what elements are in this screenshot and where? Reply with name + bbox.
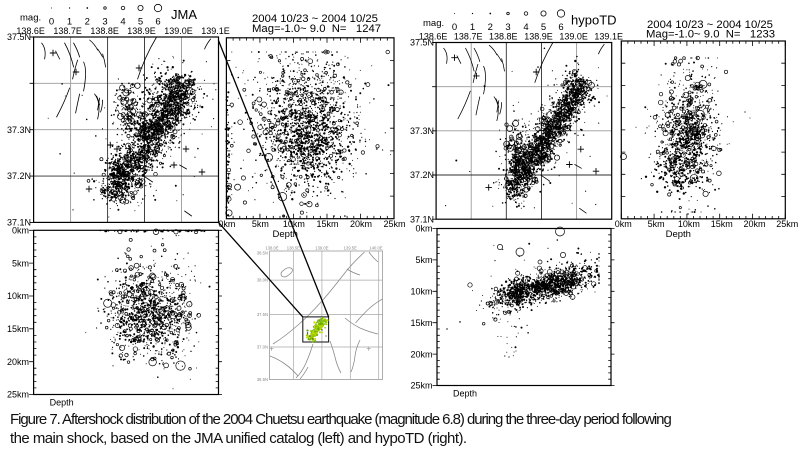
svg-text:10km: 10km <box>410 287 432 297</box>
svg-text:2004 10/23 ~ 2004 10/25: 2004 10/23 ~ 2004 10/25 <box>647 19 773 31</box>
svg-text:138.9E: 138.9E <box>524 32 553 42</box>
svg-text:Mag=-1.0~ 9.0 N= 1233: Mag=-1.0~ 9.0 N= 1233 <box>646 28 775 40</box>
svg-text:3: 3 <box>505 22 510 33</box>
svg-text:1: 1 <box>67 17 72 28</box>
svg-text:20km: 20km <box>743 219 765 229</box>
svg-text:138.6E: 138.6E <box>16 26 45 36</box>
svg-text:20km: 20km <box>410 349 432 359</box>
svg-text:2: 2 <box>488 22 493 33</box>
svg-text:37.2N: 37.2N <box>7 171 31 181</box>
svg-text:140.0E: 140.0E <box>369 246 382 251</box>
svg-text:25km: 25km <box>383 219 405 229</box>
svg-text:5km: 5km <box>648 219 665 229</box>
svg-text:10km: 10km <box>7 291 29 301</box>
svg-text:138.6E: 138.6E <box>419 32 448 42</box>
svg-text:138.9E: 138.9E <box>127 26 156 36</box>
svg-text:6: 6 <box>558 22 563 33</box>
svg-text:15km: 15km <box>7 324 29 334</box>
svg-text:37.1N: 37.1N <box>410 214 434 224</box>
svg-text:20km: 20km <box>7 357 29 367</box>
svg-text:37.3N: 37.3N <box>7 125 31 135</box>
svg-text:38.0N: 38.0N <box>257 278 268 283</box>
svg-text:37.3N: 37.3N <box>410 126 434 136</box>
svg-text:138.8E: 138.8E <box>90 26 119 36</box>
svg-text:5: 5 <box>541 22 546 33</box>
svg-text:mag.: mag. <box>20 13 41 24</box>
svg-text:37.5N: 37.5N <box>7 32 31 42</box>
svg-text:2: 2 <box>85 17 90 28</box>
svg-text:138.7E: 138.7E <box>454 32 483 42</box>
svg-text:0km: 0km <box>12 226 29 236</box>
svg-text:Mag=-1.0~ 9.0 N= 1247: Mag=-1.0~ 9.0 N= 1247 <box>252 23 381 35</box>
svg-text:139.5E: 139.5E <box>344 246 357 251</box>
svg-text:25km: 25km <box>7 390 29 400</box>
svg-text:1: 1 <box>470 22 475 33</box>
svg-text:138.7E: 138.7E <box>53 26 82 36</box>
svg-text:10km: 10km <box>678 219 700 229</box>
svg-text:38.5N: 38.5N <box>257 251 268 256</box>
svg-text:JMA: JMA <box>171 7 197 22</box>
svg-text:25km: 25km <box>776 219 798 229</box>
svg-text:0: 0 <box>452 22 457 33</box>
svg-text:mag.: mag. <box>423 18 444 29</box>
svg-text:2004 10/23 ~ 2004 10/25: 2004 10/23 ~ 2004 10/25 <box>252 13 378 25</box>
svg-text:4: 4 <box>523 22 528 33</box>
svg-text:15km: 15km <box>410 318 432 328</box>
svg-text:37.5N: 37.5N <box>410 38 434 48</box>
svg-text:Depth: Depth <box>273 229 298 240</box>
svg-text:0km: 0km <box>615 219 632 229</box>
svg-text:4: 4 <box>120 17 125 28</box>
svg-text:3: 3 <box>102 17 107 28</box>
svg-text:138.5E: 138.5E <box>287 246 300 251</box>
svg-text:6: 6 <box>155 17 160 28</box>
svg-text:15km: 15km <box>316 219 338 229</box>
svg-text:138.0E: 138.0E <box>265 246 278 251</box>
svg-text:Depth: Depth <box>50 398 74 408</box>
svg-text:0km: 0km <box>415 224 432 234</box>
svg-text:5km: 5km <box>252 219 269 229</box>
svg-text:139.0E: 139.0E <box>559 32 588 42</box>
svg-text:Depth: Depth <box>453 389 477 399</box>
svg-text:15km: 15km <box>711 219 733 229</box>
svg-text:5: 5 <box>138 17 143 28</box>
svg-text:139.1E: 139.1E <box>594 32 623 42</box>
svg-text:139.0E: 139.0E <box>315 246 328 251</box>
svg-text:138.8E: 138.8E <box>489 32 518 42</box>
svg-text:20km: 20km <box>350 219 372 229</box>
svg-text:Depth: Depth <box>666 229 691 240</box>
svg-text:37.5N: 37.5N <box>257 312 268 317</box>
svg-text:0km: 0km <box>218 219 235 229</box>
svg-text:37.0N: 37.0N <box>257 345 268 350</box>
svg-text:25km: 25km <box>410 381 432 391</box>
svg-text:10km: 10km <box>283 219 305 229</box>
svg-text:139.1E: 139.1E <box>201 26 230 36</box>
svg-text:139.0E: 139.0E <box>164 26 193 36</box>
svg-text:5km: 5km <box>12 258 29 268</box>
svg-text:37.1N: 37.1N <box>7 218 31 228</box>
svg-text:0: 0 <box>49 17 54 28</box>
svg-text:36.5N: 36.5N <box>257 377 268 382</box>
svg-text:37.2N: 37.2N <box>410 170 434 180</box>
svg-text:5km: 5km <box>415 255 432 265</box>
svg-text:hypoTD: hypoTD <box>571 13 617 28</box>
